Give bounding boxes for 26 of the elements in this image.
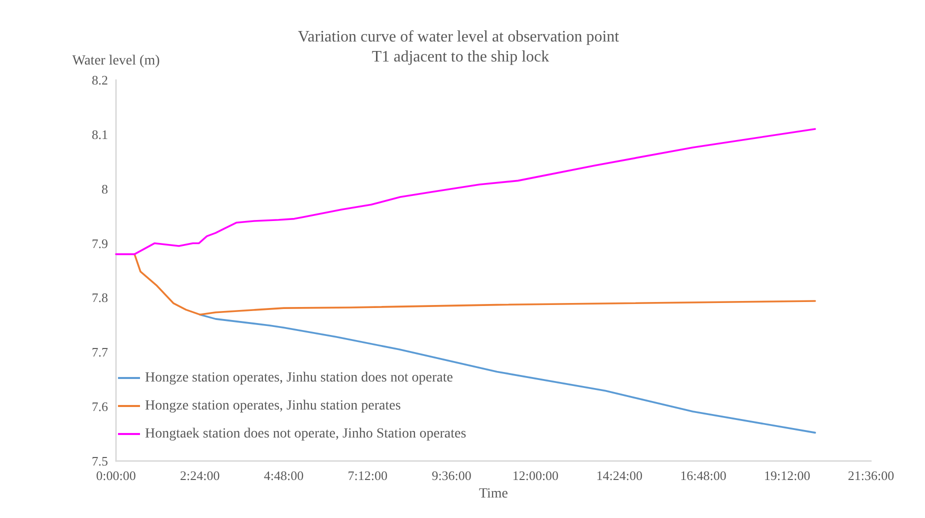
y-tick-label: 7.7 <box>92 344 108 360</box>
x-tick-label: 2:24:00 <box>180 468 220 483</box>
legend-label: Hongze station operates, Jinhu station perates <box>145 398 401 414</box>
legend-label: Hongtaek station does not operate, Jinho Station operates <box>145 426 466 442</box>
x-tick-label: 19:12:00 <box>764 468 810 483</box>
x-tick-label: 14:24:00 <box>596 468 642 483</box>
x-tick-label: 16:48:00 <box>680 468 726 483</box>
y-tick-label: 7.5 <box>92 454 108 468</box>
x-tick-label: 0:00:00 <box>96 468 136 483</box>
line-series <box>115 128 816 256</box>
y-tick-label: 8.2 <box>92 72 108 88</box>
y-tick-label: 7.6 <box>92 399 108 414</box>
x-tick-label: 9:36:00 <box>432 468 472 483</box>
y-axis-title: Water level (m) <box>72 54 160 68</box>
legend-label: Hongze station operates, Jinhu station does not operate <box>145 370 453 386</box>
x-tick-label: 12:00:00 <box>512 468 559 483</box>
y-tick-label: 7.8 <box>92 290 108 306</box>
x-tick-label: 21:36:00 <box>848 468 894 483</box>
x-tick-label: 7:12:00 <box>348 468 388 483</box>
x-axis-title: Time <box>478 486 508 502</box>
y-tick-label: 8 <box>102 181 108 196</box>
line-series <box>134 253 816 316</box>
y-tick-label: 8.1 <box>92 126 108 142</box>
y-tick-label: 7.9 <box>92 236 108 251</box>
chart-title: Variation curve of water level at observation point T1 adjacent to the ship lock <box>298 28 624 66</box>
x-tick-label: 4:48:00 <box>264 468 304 483</box>
